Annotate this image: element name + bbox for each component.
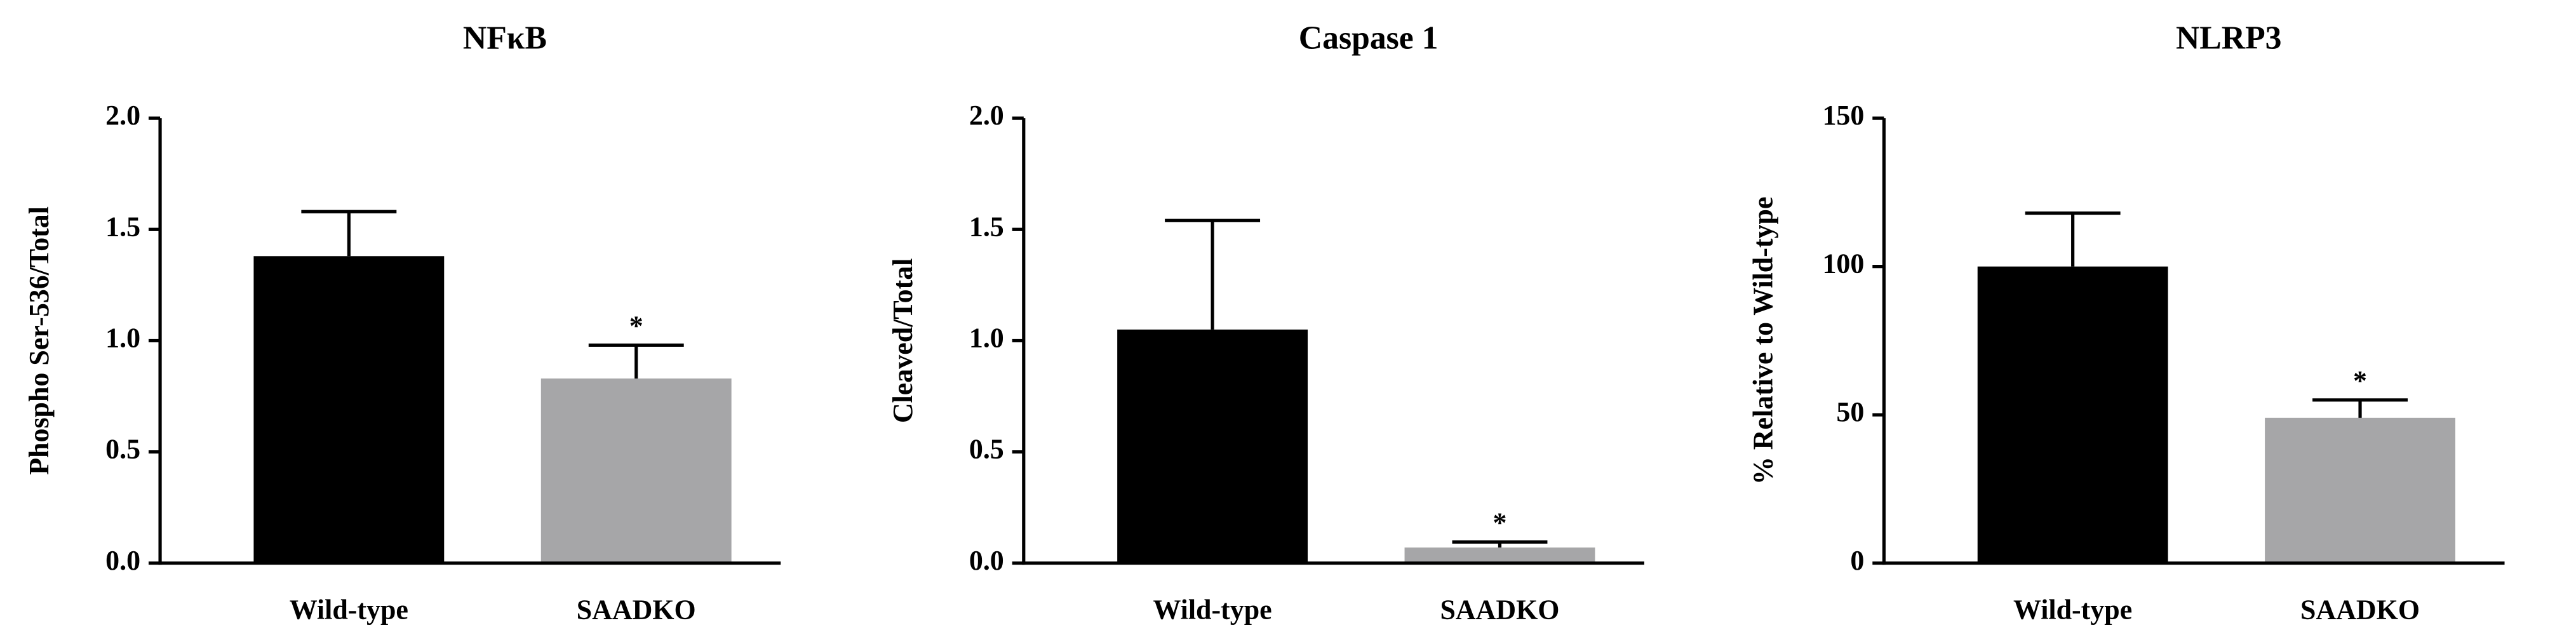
significance-marker: *: [1493, 507, 1506, 539]
error-bar: [588, 343, 684, 379]
y-tick-label: 100: [1822, 248, 1864, 279]
bar: [540, 378, 732, 563]
y-tick-label: 1.0: [969, 322, 1004, 353]
bar: [2265, 417, 2455, 563]
x-tick-label: SAADKO: [1440, 594, 1559, 625]
x-tick-label: SAADKO: [2300, 594, 2420, 625]
y-tick-label: 0: [1850, 545, 1864, 576]
y-tick-label: 1.5: [105, 211, 140, 242]
chart-title: NLRP3: [2176, 20, 2282, 56]
bar: [1117, 329, 1308, 563]
y-axis-label: Cleaved/Total: [887, 258, 918, 424]
x-tick-label: Wild-type: [1153, 594, 1272, 625]
bar: [1404, 547, 1595, 563]
error-bar: [1165, 218, 1261, 330]
y-axis-label: % Relative to Wild-type: [1747, 197, 1778, 485]
error-bar: [1452, 540, 1548, 548]
y-tick-label: 1.0: [105, 322, 140, 353]
x-tick-label: SAADKO: [577, 594, 696, 625]
bar: [253, 256, 445, 563]
y-axis-label: Phospho Ser-536/Total: [23, 206, 55, 475]
y-tick-label: 1.5: [969, 211, 1004, 242]
error-bar: [2312, 398, 2408, 418]
y-tick-label: 2.0: [105, 100, 140, 131]
x-tick-label: Wild-type: [2013, 594, 2132, 625]
y-tick-label: 50: [1836, 396, 1864, 427]
chart-title: Caspase 1: [1299, 20, 1439, 56]
x-tick-label: Wild-type: [290, 594, 408, 625]
y-tick-label: 0.0: [105, 545, 140, 576]
error-bar: [301, 210, 397, 257]
y-tick-label: 150: [1822, 100, 1864, 131]
y-tick-label: 0.0: [969, 545, 1004, 576]
significance-marker: *: [629, 311, 643, 342]
y-tick-label: 2.0: [969, 100, 1004, 131]
y-tick-label: 0.5: [969, 434, 1004, 465]
chart-title: NFκB: [463, 20, 547, 56]
significance-marker: *: [2353, 365, 2367, 396]
y-tick-label: 0.5: [105, 434, 140, 465]
bar: [1977, 266, 2168, 563]
error-bar: [2025, 211, 2121, 267]
